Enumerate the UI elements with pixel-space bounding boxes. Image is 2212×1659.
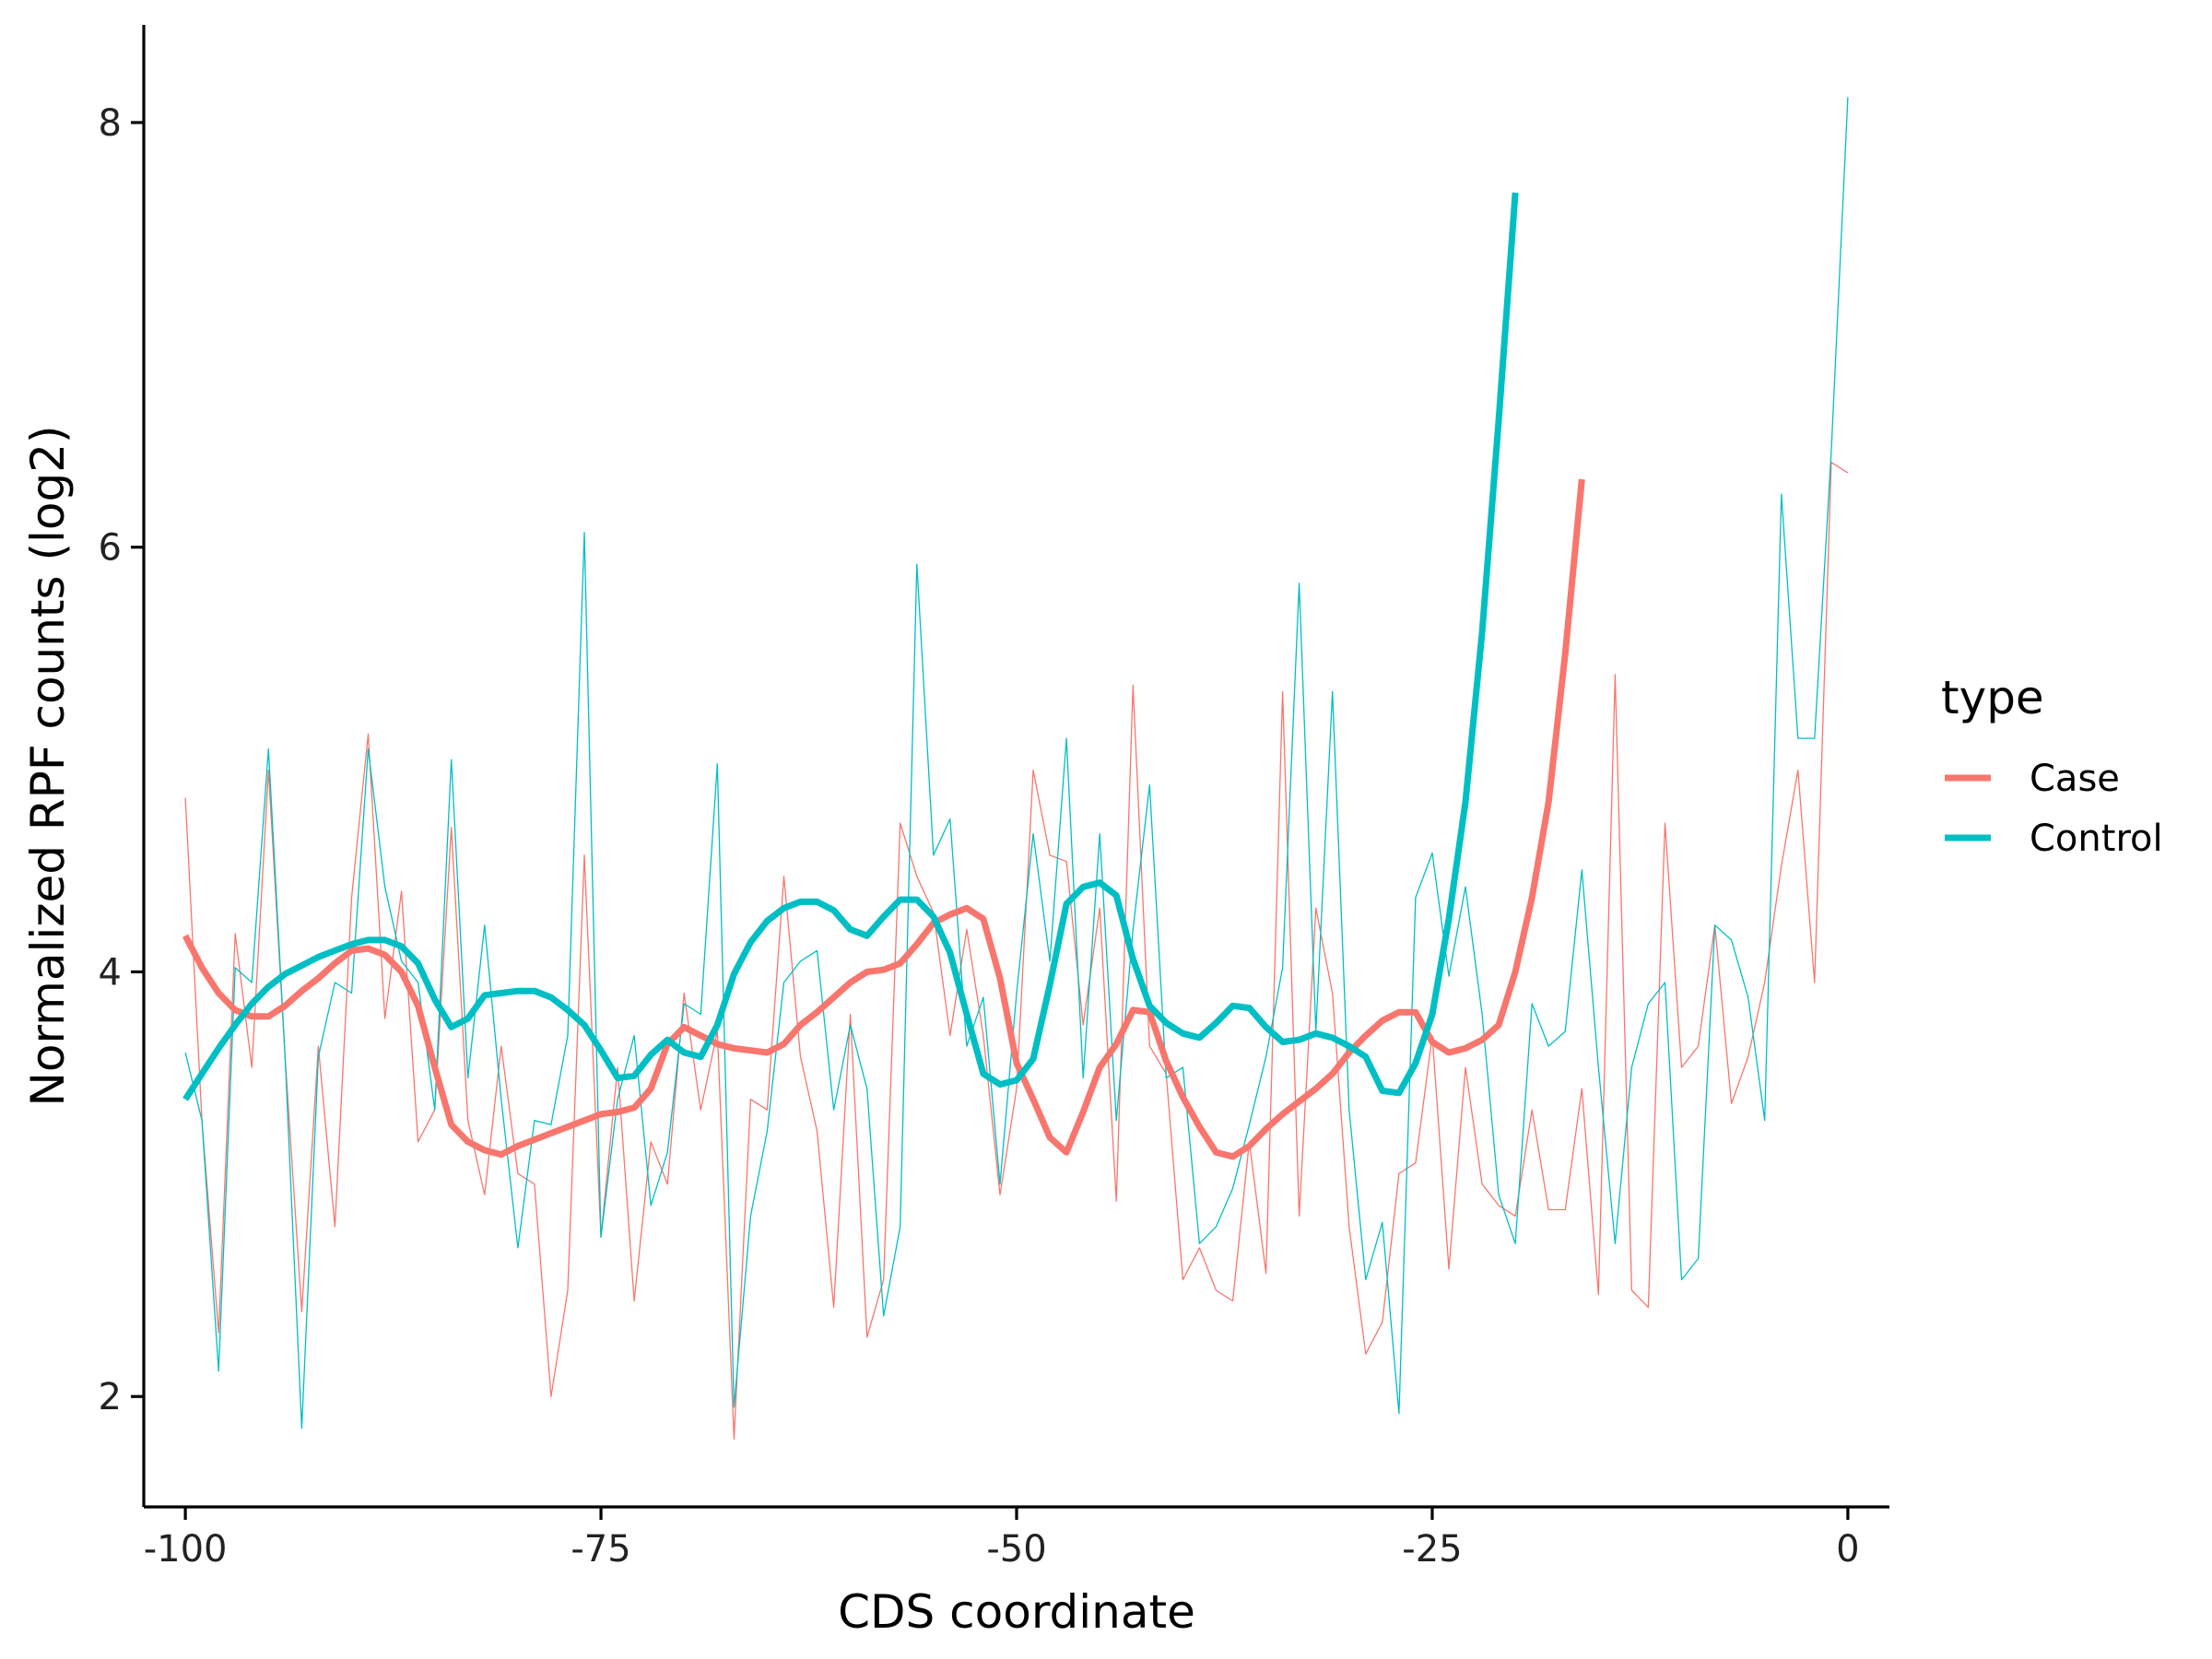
control-raw-line [184,97,1849,1430]
x-tick-label: -100 [144,1528,228,1571]
legend-label-control: Control [2030,818,2163,860]
control-smooth-line [182,192,1519,1101]
legend-label-case: Case [2030,758,2120,800]
y-tick-label: 8 [99,102,122,145]
smooth-series-layer [182,192,1585,1160]
x-axis-title: CDS coordinate [838,1585,1195,1639]
legend-title: type [1941,671,2044,724]
x-tick-label: -50 [986,1528,1046,1571]
raw-series-layer [184,97,1849,1440]
case-raw-line [184,461,1849,1440]
legend: type Case Control [1941,671,2163,860]
x-axis-ticks: -100 -75 -50 -25 0 [144,1507,1860,1571]
x-tick-label: -75 [571,1528,630,1571]
y-tick-label: 4 [99,951,122,994]
y-tick-label: 2 [99,1376,122,1418]
y-tick-label: 6 [99,527,122,570]
x-tick-label: 0 [1836,1528,1859,1571]
case-smooth-line [182,478,1585,1160]
y-axis-ticks: 2 4 6 8 [99,102,144,1418]
y-axis-title: Normalized RPF counts (log2) [21,425,75,1106]
x-tick-label: -25 [1402,1528,1462,1571]
